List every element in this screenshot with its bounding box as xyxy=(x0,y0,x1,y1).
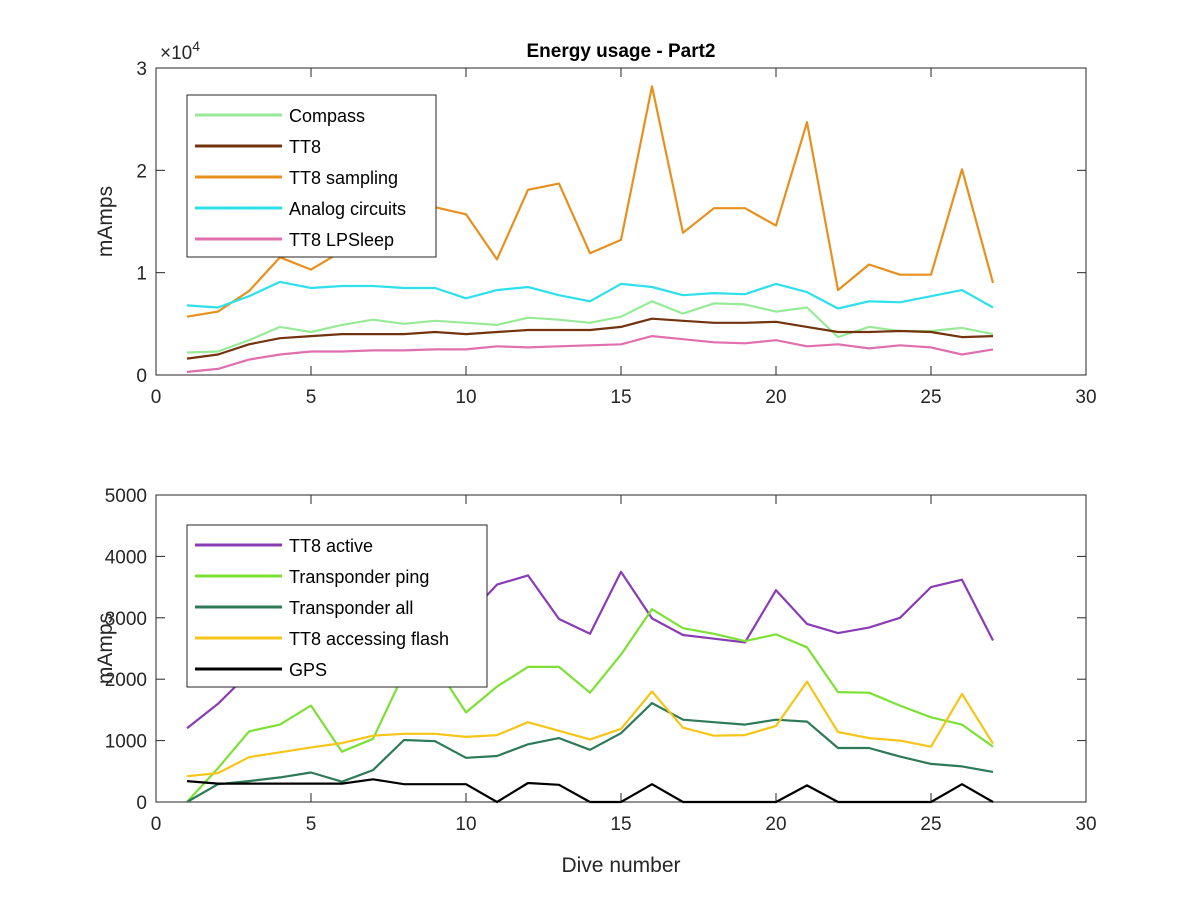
x-tick-label: 0 xyxy=(151,387,162,408)
figure-title: Energy usage - Part2 xyxy=(526,41,715,62)
series-line xyxy=(186,300,994,354)
legend-label: Analog circuits xyxy=(289,199,406,219)
y-tick-label: 2 xyxy=(136,161,147,182)
series-line xyxy=(186,280,994,310)
legend-label: TT8 accessing flash xyxy=(289,629,449,649)
legend-label: Transponder all xyxy=(289,598,413,618)
legend-label: Transponder ping xyxy=(289,567,429,587)
x-tick-label: 10 xyxy=(455,814,476,835)
y-tick-label: 1 xyxy=(136,264,147,285)
x-tick-label: 25 xyxy=(920,814,941,835)
legend-label: TT8 LPSleep xyxy=(289,230,394,250)
series-line xyxy=(186,680,994,778)
x-tick-label: 25 xyxy=(920,387,941,408)
y-tick-label: 3000 xyxy=(105,609,147,630)
x-axis-label: Dive number xyxy=(561,854,680,877)
series-line xyxy=(186,701,994,803)
x-tick-label: 30 xyxy=(1075,387,1096,408)
series-line xyxy=(186,335,994,373)
x-tick-label: 0 xyxy=(151,814,162,835)
x-tick-label: 5 xyxy=(306,387,317,408)
y-tick-label: 4000 xyxy=(105,547,147,568)
x-tick-label: 20 xyxy=(765,387,786,408)
series-line xyxy=(186,778,994,804)
series-line xyxy=(186,317,994,360)
y-axis-label: mAmps xyxy=(94,613,117,684)
legend-label: TT8 xyxy=(289,137,321,157)
y-tick-label: 2000 xyxy=(105,670,147,691)
series-line xyxy=(186,608,994,803)
y-tick-label: 3 xyxy=(136,59,147,80)
x-tick-label: 30 xyxy=(1075,814,1096,835)
x-tick-label: 5 xyxy=(306,814,317,835)
y-exponent-power: 4 xyxy=(192,38,200,54)
x-tick-label: 20 xyxy=(765,814,786,835)
y-tick-label: 0 xyxy=(136,366,147,387)
y-tick-label: 1000 xyxy=(105,732,147,753)
x-tick-label: 15 xyxy=(610,814,631,835)
y-tick-label: 5000 xyxy=(105,486,147,507)
y-tick-label: 0 xyxy=(136,793,147,814)
x-tick-label: 10 xyxy=(455,387,476,408)
legend-label: GPS xyxy=(289,660,327,680)
bottom-axes: 0 5 10 15 20 25 30 0 1000 2000 3000 4000 5000 mAmps Di… xyxy=(94,486,1097,877)
x-tick-label: 15 xyxy=(610,387,631,408)
legend-label: Compass xyxy=(289,106,365,126)
legend-label: TT8 active xyxy=(289,536,373,556)
legend-label: TT8 sampling xyxy=(289,168,398,188)
y-axis-label: mAmps xyxy=(94,186,117,257)
series-line xyxy=(186,85,995,318)
